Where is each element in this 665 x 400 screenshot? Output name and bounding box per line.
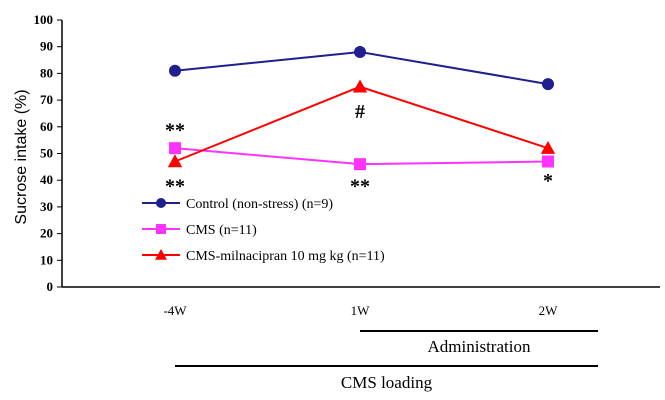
legend-label: CMS (n=11) xyxy=(186,223,257,238)
y-tick-label: 0 xyxy=(47,279,54,294)
significance-annotation: ** xyxy=(350,176,370,198)
significance-annotation: * xyxy=(543,170,553,192)
x-axis: -4W 1W 2W xyxy=(62,286,660,318)
legend-label: CMS-milnacipran 10 mg kg (n=11) xyxy=(186,249,385,264)
y-axis-label: Sucrose intake (%) xyxy=(13,89,30,224)
y-tick-label: 70 xyxy=(40,92,53,107)
data-point-square xyxy=(169,142,181,155)
period-label: Administration xyxy=(428,337,531,356)
legend-marker-triangle xyxy=(155,249,167,260)
period-1: Administration xyxy=(360,330,598,356)
annotation-layer: ** ** ** # * xyxy=(165,101,553,198)
y-tick-label: 30 xyxy=(40,199,53,214)
period-2: CMS loading xyxy=(175,365,598,392)
series-2 xyxy=(169,142,554,171)
series-3 xyxy=(167,79,556,168)
data-point-triangle xyxy=(167,154,183,168)
legend-marker-square xyxy=(156,224,166,234)
series-line xyxy=(174,85,549,163)
data-point-circle xyxy=(169,64,181,77)
x-tick-label: -4W xyxy=(163,303,187,318)
y-tick-label: 10 xyxy=(40,252,53,267)
data-point-triangle xyxy=(352,79,368,93)
data-point-circle xyxy=(354,46,366,59)
legend-marker-circle xyxy=(156,198,166,208)
x-tick-label: 1W xyxy=(351,303,371,318)
significance-annotation: ** xyxy=(165,176,185,198)
y-tick-label: 20 xyxy=(40,226,53,241)
y-tick-label: 100 xyxy=(34,12,54,27)
y-tick-label: 90 xyxy=(40,39,53,54)
data-point-circle xyxy=(542,78,554,91)
data-point-square xyxy=(542,155,554,168)
x-tick-label: 2W xyxy=(539,303,559,318)
legend-label: Control (non-stress) (n=9) xyxy=(186,197,333,212)
period-bars: Administration CMS loading xyxy=(175,330,598,392)
legend-item-1: Control (non-stress) (n=9) xyxy=(142,197,333,212)
legend-item-2: CMS (n=11) xyxy=(142,223,257,238)
series-1 xyxy=(169,46,554,91)
legend: Control (non-stress) (n=9) CMS (n=11) CMS-… xyxy=(142,197,385,264)
data-point-square xyxy=(354,158,366,171)
legend-item-3: CMS-milnacipran 10 mg kg (n=11) xyxy=(142,249,385,264)
y-tick-label: 80 xyxy=(40,65,53,80)
significance-annotation: ** xyxy=(165,119,185,141)
period-label: CMS loading xyxy=(341,373,433,392)
data-point-triangle xyxy=(540,140,556,154)
y-tick-label: 50 xyxy=(40,146,53,161)
y-axis: 0 10 20 30 40 50 60 70 80 90 100 xyxy=(34,12,63,294)
y-tick-label: 60 xyxy=(40,119,53,134)
y-tick-label: 40 xyxy=(40,172,53,187)
series-layer xyxy=(167,46,556,171)
significance-annotation: # xyxy=(355,101,365,123)
